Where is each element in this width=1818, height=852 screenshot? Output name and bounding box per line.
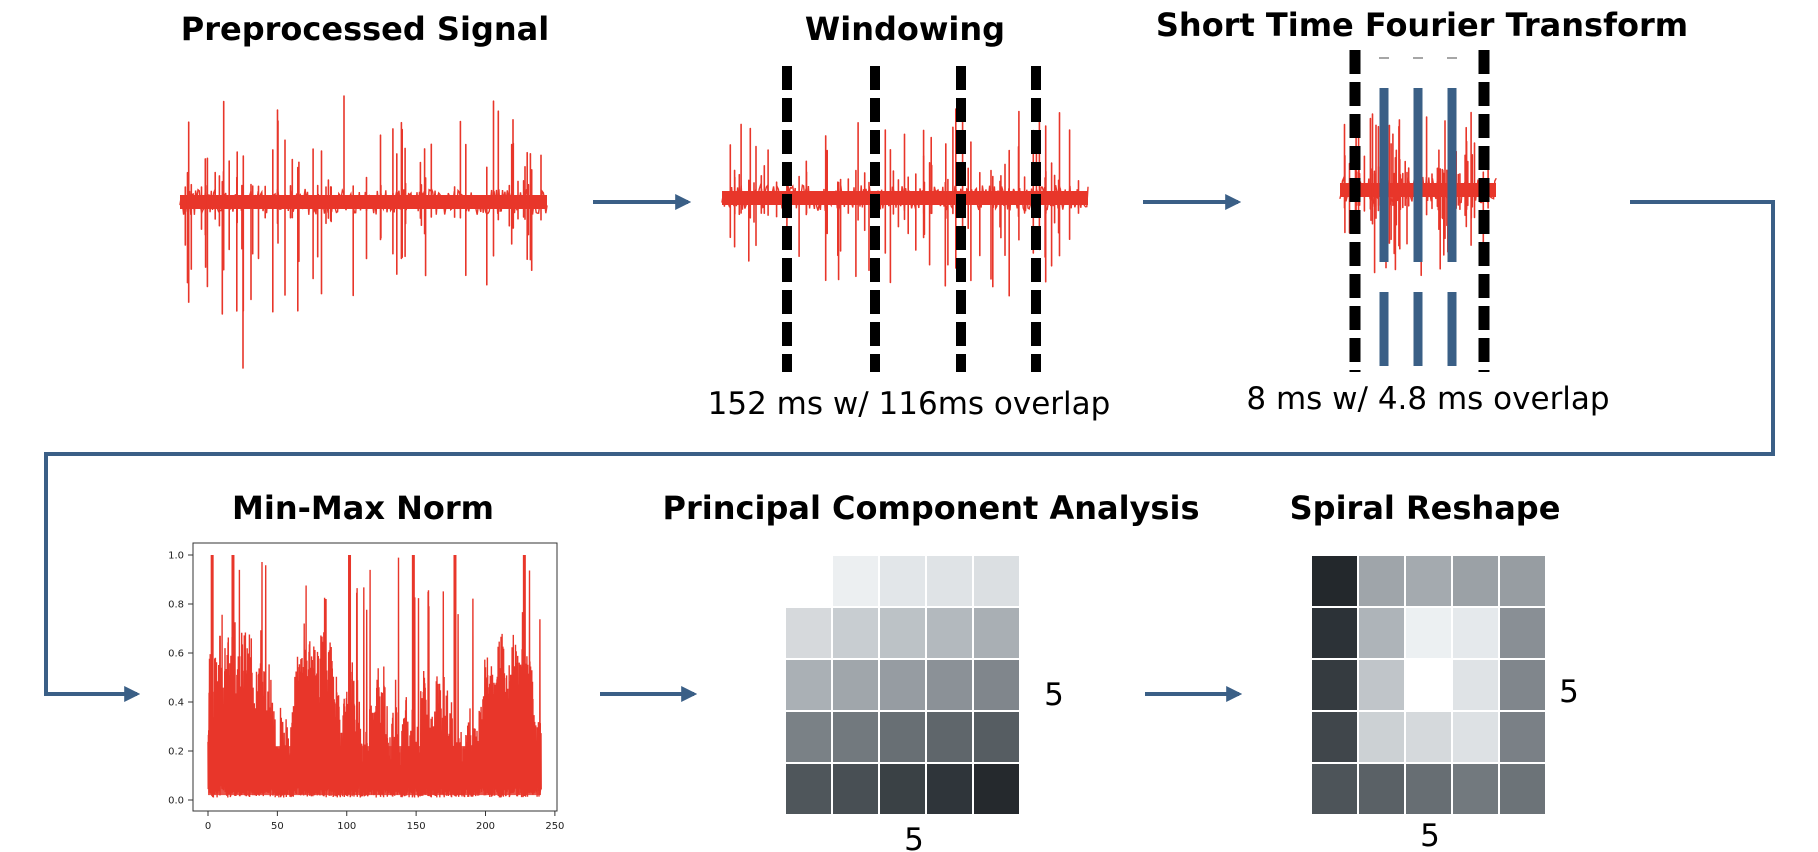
grid-cell: [1406, 556, 1451, 606]
grid-cell: [927, 764, 972, 814]
grid-cell: [786, 764, 831, 814]
arrow-stft-to-min-max: [44, 200, 1775, 702]
grid-cell: [786, 660, 831, 710]
y-axis-ticks: 0.0 0.2 0.4 0.6 0.8 1.0: [168, 551, 193, 807]
grid-cell: [1312, 608, 1357, 658]
y-tick-label: 0.4: [168, 698, 184, 709]
window-boundaries: [782, 66, 1041, 372]
pca-grid: [786, 556, 1019, 814]
x-axis-ticks: 0 50 100 150 200 250: [205, 811, 564, 832]
stft-caption: 8 ms w/ 4.8 ms overlap: [1246, 381, 1609, 417]
grid-cell: [1406, 608, 1451, 658]
grid-cell: [974, 764, 1019, 814]
grid-cell: [927, 660, 972, 710]
grid-cell: [833, 660, 878, 710]
x-tick-label: 200: [476, 821, 495, 832]
preprocessed-signal-waveform: [179, 95, 548, 369]
x-tick-label: 100: [337, 821, 356, 832]
grid-cell: [1500, 764, 1545, 814]
grid-cell: [1312, 712, 1357, 762]
min-max-dense-band: [208, 746, 541, 796]
pca-dim-right: 5: [1044, 677, 1064, 713]
min-max-chart: 0.0 0.2 0.4 0.6 0.8 1.0 0 50 100 150 200 250: [168, 542, 564, 832]
grid-cell: [833, 608, 878, 658]
spiral-dim-bottom: 5: [1420, 818, 1440, 852]
chart-frame: [192, 542, 558, 812]
grid-cell: [974, 712, 1019, 762]
grid-cell: [1453, 556, 1498, 606]
grid-cell: [1359, 556, 1404, 606]
x-tick-label: 250: [545, 821, 564, 832]
grid-cell: [1500, 556, 1545, 606]
y-tick-label: 0.0: [168, 796, 184, 807]
stft-frames: [1379, 57, 1457, 366]
grid-cell: [880, 608, 925, 658]
grid-cell: [786, 712, 831, 762]
y-tick-label: 0.6: [168, 649, 184, 660]
title-stft: Short Time Fourier Transform: [1156, 6, 1688, 44]
title-windowing: Windowing: [805, 10, 1005, 48]
grid-cell: [1406, 660, 1451, 710]
grid-cell: [1500, 660, 1545, 710]
grid-cell: [1359, 712, 1404, 762]
signal-band: [180, 195, 547, 209]
grid-cell: [974, 556, 1019, 606]
grid-cell: [1453, 712, 1498, 762]
x-tick-label: 150: [407, 821, 426, 832]
min-max-series: [207, 555, 542, 798]
x-tick-label: 0: [205, 821, 211, 832]
grid-cell: [927, 556, 972, 606]
grid-cell: [1312, 660, 1357, 710]
grid-cell: [1406, 764, 1451, 814]
pca-dim-bottom: 5: [904, 822, 924, 852]
grid-cell: [786, 608, 831, 658]
grid-cell: [974, 608, 1019, 658]
y-tick-label: 1.0: [168, 551, 184, 562]
grid-cell: [1359, 764, 1404, 814]
spiral-grid: [1312, 556, 1545, 814]
grid-cell: [833, 556, 878, 606]
x-tick-label: 50: [271, 821, 284, 832]
y-tick-label: 0.8: [168, 600, 184, 611]
title-spiral-reshape: Spiral Reshape: [1290, 489, 1561, 527]
title-pca: Principal Component Analysis: [663, 489, 1200, 527]
stft-window-boundaries: [1349, 50, 1490, 372]
grid-cell: [833, 712, 878, 762]
title-preprocessed-signal: Preprocessed Signal: [181, 10, 549, 48]
grid-cell: [1312, 764, 1357, 814]
grid-cell: [1359, 608, 1404, 658]
grid-cell: [927, 608, 972, 658]
grid-cell: [880, 556, 925, 606]
grid-cell: [880, 660, 925, 710]
grid-cell: [927, 712, 972, 762]
grid-cell: [1500, 712, 1545, 762]
grid-cell: [974, 660, 1019, 710]
grid-cell: [1453, 764, 1498, 814]
grid-cell: [1406, 712, 1451, 762]
grid-cell: [833, 764, 878, 814]
grid-cell: [1359, 660, 1404, 710]
title-min-max-norm: Min-Max Norm: [232, 489, 494, 527]
grid-cell: [1312, 556, 1357, 606]
grid-cell: [1453, 660, 1498, 710]
grid-cell: [1453, 608, 1498, 658]
grid-cell: [1500, 608, 1545, 658]
windowing-caption: 152 ms w/ 116ms overlap: [708, 386, 1111, 422]
y-tick-label: 0.2: [168, 747, 184, 758]
grid-cell: [880, 712, 925, 762]
spiral-dim-right: 5: [1559, 674, 1579, 710]
grid-cell: [880, 764, 925, 814]
